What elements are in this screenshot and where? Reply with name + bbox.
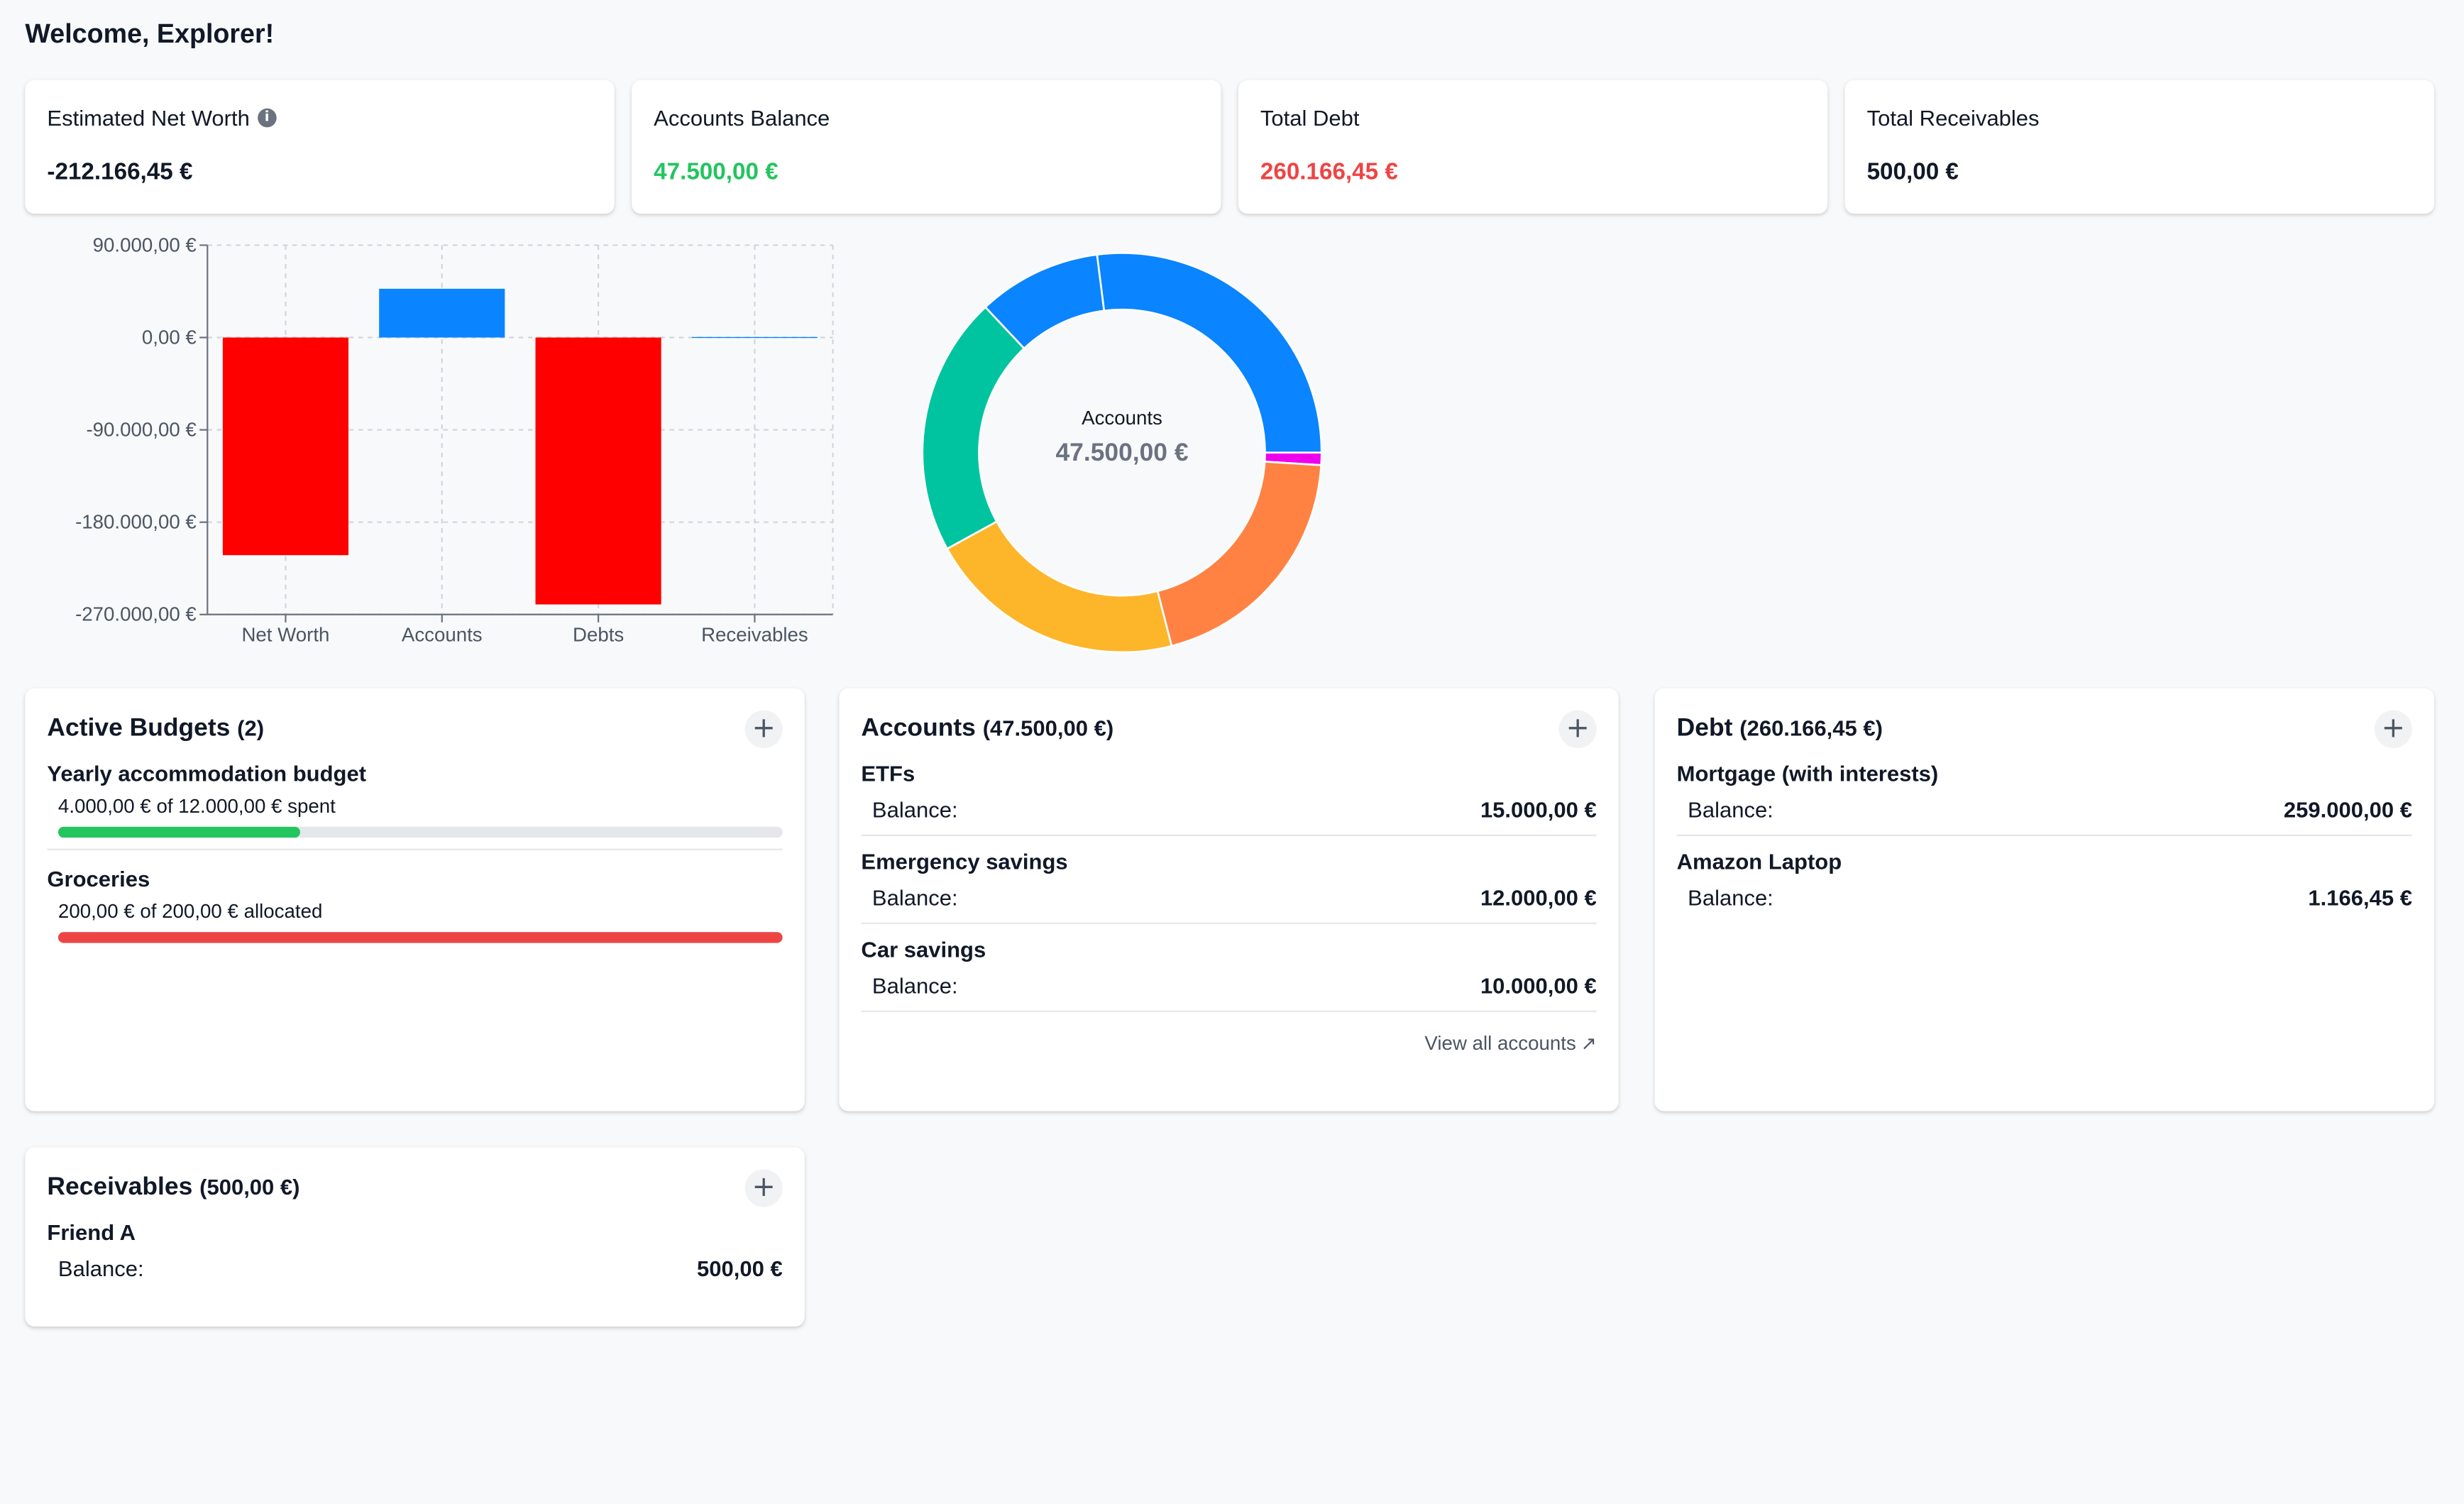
x-tick-label: Receivables [701,623,808,645]
donut-slice[interactable] [1096,252,1323,454]
donut-slice[interactable] [1156,460,1323,647]
net-worth-label: Estimated Net Worth [47,105,250,131]
total-debt-card: Total Debt 260.166,45 € [1238,79,1828,214]
active-budgets-card: Active Budgets (2) + Yearly accommodatio… [25,688,805,1111]
plus-icon: + [2381,712,2406,745]
budget-progress-fill [57,932,783,943]
balance-amount: 10.000,00 € [1480,972,1597,999]
debt-title-text: Debt [1676,715,1733,742]
balance-amount: 500,00 € [697,1256,783,1281]
y-tick-label: -270.000,00 € [75,603,197,625]
y-tick-label: 90.000,00 € [93,234,197,256]
bar-receivables[interactable] [691,336,818,339]
budgets-count: (2) [237,715,265,740]
x-tick-label: Accounts [402,623,483,645]
view-all-accounts-text: View all accounts [1424,1032,1576,1055]
account-name: ETFs [861,760,915,786]
net-worth-value: -212.166,45 € [47,158,193,186]
accounts-balance-value: 47.500,00 € [654,158,779,186]
y-tick-label: -90.000,00 € [86,418,196,440]
budget-progress-text: 4.000,00 € of 12.000,00 € spent [57,795,336,818]
add-account-button[interactable]: + [1558,710,1597,749]
balance-label: Balance: [871,884,958,911]
balance-amount: 259.000,00 € [2283,796,2412,823]
balance-label: Balance: [871,796,958,823]
total-receivables-card: Total Receivables 500,00 € [1844,79,2434,214]
budgets-title: Active Budgets (2) [47,715,264,744]
budget-item[interactable]: Yearly accommodation budget 4.000,00 € o… [47,760,783,850]
info-icon[interactable]: i [257,108,277,128]
budget-name: Groceries [47,866,150,891]
debt-item[interactable]: Mortgage (with interests) Balance: 259.00… [1676,760,2412,837]
balance-label: Balance: [871,972,958,999]
balance-label: Balance: [1688,796,1773,823]
receivables-total: (500,00 €) [199,1174,300,1200]
accounts-card: Accounts (47.500,00 €) + ETFs Balance: 15… [839,688,1619,1111]
donut-slice[interactable] [921,305,1025,551]
external-link-icon: ↗ [1580,1032,1597,1055]
net-worth-card: Estimated Net Worth i -212.166,45 € [25,79,615,214]
account-name: Emergency savings [861,848,1068,874]
debt-title: Debt (260.166,45 €) [1677,715,1883,744]
accounts-title-text: Accounts [861,715,976,742]
total-debt-value: 260.166,45 € [1260,158,1398,186]
debt-item[interactable]: Amazon Laptop Balance: 1.166,45 € [1677,849,2412,923]
receivable-name: Friend A [47,1219,136,1245]
receivables-card: Receivables (500,00 €) + Friend A Balanc… [25,1147,805,1327]
debt-name: Amazon Laptop [1676,848,1842,874]
donut-slice[interactable] [945,520,1173,654]
budget-progress-text: 200,00 € of 200,00 € allocated [57,900,323,923]
bar-net-worth[interactable] [222,337,349,556]
x-tick-label: Debts [573,623,624,645]
plus-icon: + [752,712,776,745]
accounts-donut-chart: Accounts 47.500,00 € [921,252,1323,654]
accounts-title: Accounts (47.500,00 €) [861,715,1113,744]
net-worth-label-row: Estimated Net Worth i [47,105,592,131]
balance-amount: 1.166,45 € [2308,884,2412,911]
bar-debts[interactable] [535,337,661,605]
balance-label: Balance: [1688,884,1773,911]
account-name: Car savings [861,936,986,962]
debt-total: (260.166,45 €) [1739,715,1883,740]
accounts-balance-label: Accounts Balance [654,105,830,131]
budget-progress-bar [57,932,783,943]
total-receivables-value: 500,00 € [1866,158,1959,186]
receivables-title-text: Receivables [47,1174,193,1201]
plus-icon: + [752,1170,776,1204]
receivables-title: Receivables (500,00 €) [47,1174,299,1202]
debt-card: Debt (260.166,45 €) + Mortgage (with int… [1654,688,2434,1111]
x-tick-label: Net Worth [241,623,329,645]
account-item[interactable]: ETFs Balance: 15.000,00 € [861,760,1597,837]
budget-item[interactable]: Groceries 200,00 € of 200,00 € allocated [47,866,783,943]
balance-amount: 15.000,00 € [1480,796,1597,823]
total-receivables-label: Total Receivables [1866,105,2040,131]
page-title: Welcome, Explorer! [25,18,275,49]
balance-label: Balance: [57,1256,144,1281]
account-item[interactable]: Car savings Balance: 10.000,00 € [861,936,1597,1013]
view-all-accounts-link[interactable]: View all accounts ↗ [861,1033,1596,1055]
receivable-item[interactable]: Friend A Balance: 500,00 € [47,1219,782,1293]
balance-amount: 12.000,00 € [1480,884,1597,911]
accounts-total: (47.500,00 €) [982,715,1114,740]
y-tick-label: -180.000,00 € [75,511,197,533]
donut-center-value: 47.500,00 € [1055,438,1188,466]
budgets-title-text: Active Budgets [47,715,231,742]
budget-progress-bar [57,826,783,838]
add-budget-button[interactable]: + [744,710,783,749]
debt-name: Mortgage (with interests) [1676,760,1939,786]
plus-icon: + [1566,712,1590,745]
accounts-balance-card: Accounts Balance 47.500,00 € [632,79,1221,214]
total-debt-label: Total Debt [1260,105,1360,131]
y-tick-label: 0,00 € [142,326,197,348]
add-debt-button[interactable]: + [2374,710,2412,749]
add-receivable-button[interactable]: + [744,1169,783,1207]
budget-name: Yearly accommodation budget [47,760,367,786]
donut-slice[interactable] [984,253,1106,350]
donut-center-label: Accounts [1082,407,1162,429]
budget-progress-fill [57,826,299,838]
bar-accounts[interactable] [379,288,505,338]
account-item[interactable]: Emergency savings Balance: 12.000,00 € [861,848,1597,925]
net-worth-bar-chart: 90.000,00 € 0,00 € -90.000,00 € -180.000,00… [75,234,834,645]
